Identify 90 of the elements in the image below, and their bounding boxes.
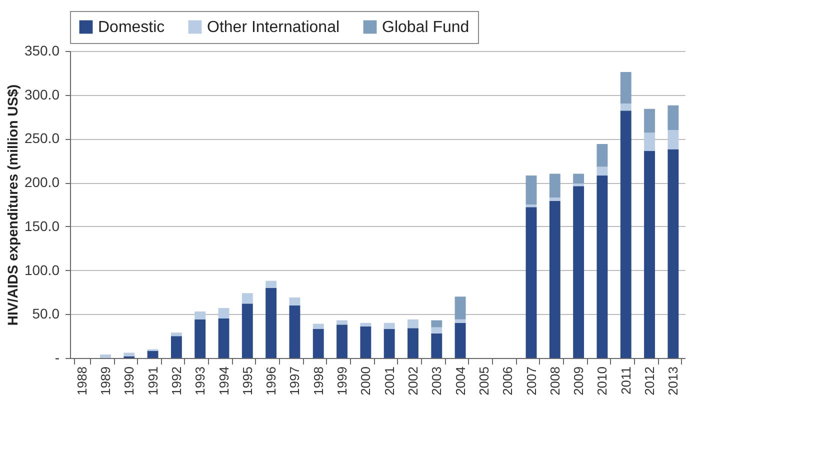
x-tick-label: 1999 (334, 366, 350, 396)
bar (573, 183, 584, 186)
x-tick-label: 1997 (287, 366, 302, 396)
y-tick-label: 350.0 (24, 42, 60, 58)
bar (124, 352, 135, 356)
bar (454, 322, 466, 358)
legend-label: Global Fund (382, 19, 470, 36)
bar (620, 72, 632, 104)
bar (408, 328, 418, 358)
bar (549, 174, 560, 198)
bar (549, 200, 560, 358)
bar (194, 319, 206, 358)
bar (194, 312, 206, 320)
bar (573, 174, 584, 184)
x-tick-label: 2012 (642, 366, 658, 396)
bar (596, 176, 608, 358)
bar (384, 329, 395, 358)
bar (289, 297, 300, 306)
bar (336, 324, 348, 358)
x-tick-label: 2003 (429, 366, 444, 396)
bar (384, 322, 395, 330)
x-tick-label: 1992 (168, 366, 184, 396)
bar (147, 350, 158, 358)
x-tick-label: 2000 (358, 366, 374, 396)
bar (242, 293, 253, 304)
bar (242, 304, 253, 358)
x-tick-label: 2010 (594, 366, 610, 396)
y-tick-label: 150.0 (24, 218, 60, 234)
x-tick-label: 1994 (216, 366, 232, 396)
bar (218, 318, 230, 358)
bar (644, 108, 655, 133)
y-tick-label: 50.0 (32, 306, 60, 322)
x-tick-label: 2009 (571, 366, 586, 396)
bar (431, 333, 442, 358)
bar (312, 324, 324, 330)
x-tick-label: 2013 (666, 366, 681, 396)
bar (431, 327, 442, 334)
bar (289, 305, 300, 358)
bar (170, 336, 182, 358)
x-tick-label: 2011 (618, 366, 634, 394)
x-tick-label: 2007 (524, 366, 539, 396)
bar (573, 186, 584, 358)
y-tick-label: 300.0 (24, 86, 60, 102)
bar (100, 354, 111, 358)
x-tick-label: 1988 (74, 366, 90, 396)
bar (218, 308, 230, 319)
bar (668, 149, 679, 358)
y-tick-label: 250.0 (24, 130, 60, 146)
x-tick-label: 2004 (452, 366, 468, 396)
x-tick-label: 1990 (122, 366, 137, 396)
bar (596, 166, 608, 176)
x-tick-label: 2002 (405, 366, 420, 396)
x-tick-label: 1991 (145, 366, 160, 396)
bar (526, 176, 537, 204)
x-tick-label: 1996 (264, 366, 279, 396)
bar (336, 320, 348, 325)
bar (644, 150, 655, 358)
y-tick-label: 200.0 (24, 174, 60, 190)
bar (431, 320, 442, 328)
bar (620, 110, 632, 358)
bar (526, 207, 537, 358)
x-tick-label: 2006 (500, 366, 516, 396)
bar (668, 130, 679, 150)
bar (668, 105, 679, 130)
bar (360, 322, 372, 326)
y-axis-title: HIV/AIDS expenditures (million US$) (4, 84, 20, 326)
x-tick-label: 1998 (310, 366, 326, 396)
x-tick-label: 1995 (240, 366, 255, 396)
bar (644, 132, 655, 151)
bar (170, 332, 182, 336)
y-tick-label: - (54, 350, 60, 366)
y-tick-label: 100.0 (24, 262, 60, 278)
legend-label: Domestic (98, 19, 165, 36)
bar (454, 296, 466, 320)
x-tick-label: 2001 (382, 366, 397, 396)
bar (266, 288, 277, 358)
bar (596, 144, 608, 167)
x-tick-label: 1989 (98, 366, 113, 396)
bar (620, 104, 632, 111)
legend-label: Other International (207, 19, 340, 36)
x-tick-label: 2008 (547, 366, 562, 396)
x-tick-label: 1993 (192, 366, 208, 396)
bar (266, 280, 277, 288)
bar (526, 204, 537, 208)
bar (549, 197, 560, 201)
bar (408, 319, 418, 328)
x-tick-label: 2005 (476, 366, 492, 396)
bar (454, 319, 466, 323)
bar (312, 329, 324, 358)
bar (360, 326, 372, 358)
